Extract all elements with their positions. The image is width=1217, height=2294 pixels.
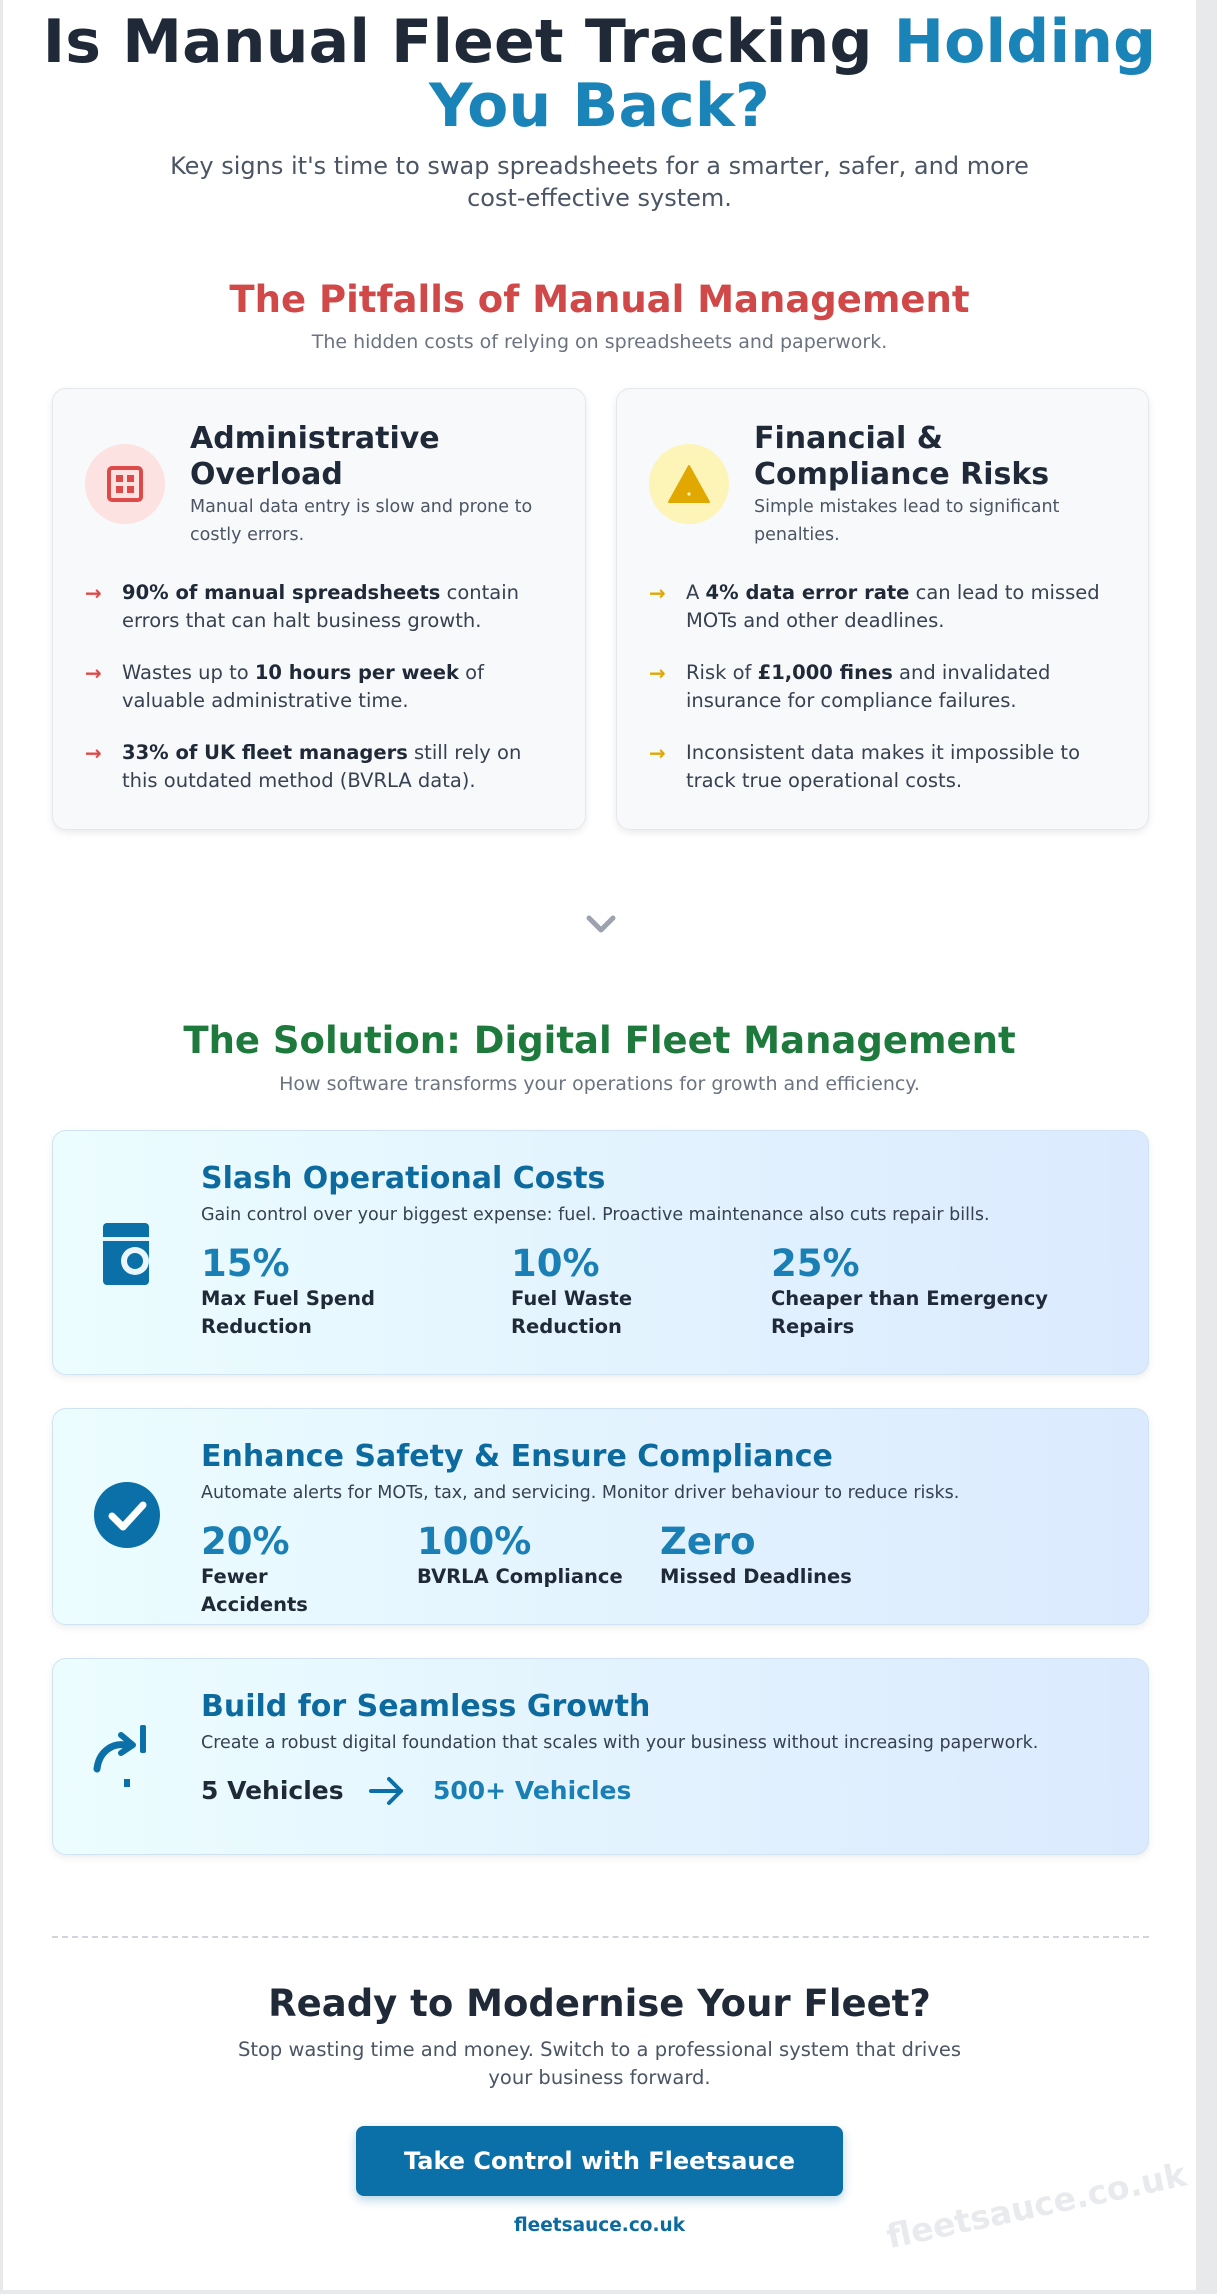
solution-card-title: Slash Operational Costs <box>201 1161 606 1196</box>
stat-label: Max Fuel Spend Reduction <box>201 1287 375 1338</box>
stat-value: 20% <box>201 1520 290 1563</box>
solution-card-title: Build for Seamless Growth <box>201 1689 651 1724</box>
list-item: → A 4% data error rate can lead to missed… <box>649 581 1100 632</box>
section-divider <box>52 1936 1149 1938</box>
list-item: → Inconsistent data makes it impossible t… <box>649 741 1081 792</box>
solution-card-safety: Enhance Safety & Ensure Compliance Autom… <box>52 1408 1149 1625</box>
hero-title: Is Manual Fleet Tracking Holding You Bac… <box>3 10 1196 138</box>
arrow-right-icon: → <box>649 661 666 685</box>
stat-label: BVRLA Compliance <box>417 1565 623 1588</box>
bullet-list: → A 4% data error rate can lead to missed… <box>649 579 1119 819</box>
bullet-list: → 90% of manual spreadsheets contain erro… <box>85 579 555 819</box>
solution-title: The Solution: Digital Fleet Management <box>183 1019 1016 1062</box>
stat-fuel-spend: 15% Max Fuel Spend Reduction <box>201 1243 441 1341</box>
stat-deadlines: Zero Missed Deadlines <box>660 1521 890 1591</box>
stat-value: 25% <box>771 1242 860 1285</box>
arrow-right-icon: → <box>85 581 102 605</box>
stat-value: 15% <box>201 1242 290 1285</box>
list-item: → Wastes up to 10 hours per week of valua… <box>85 661 484 712</box>
arrow-right-icon <box>369 1777 403 1805</box>
growth-to-label: 500+ Vehicles <box>433 1776 632 1805</box>
grid-icon <box>85 444 165 524</box>
stat-label: Fuel Waste Reduction <box>511 1287 633 1338</box>
arrow-right-icon: → <box>85 741 102 765</box>
solution-card-description: Gain control over your biggest expense: … <box>201 1205 990 1225</box>
take-control-button[interactable]: Take Control with Fleetsauce <box>356 2126 843 2196</box>
solution-card-description: Automate alerts for MOTs, tax, and servi… <box>201 1483 960 1503</box>
growth-arrow-icon <box>93 1725 146 1787</box>
card-description: Manual data entry is slow and prone to c… <box>190 497 533 545</box>
stat-label: Missed Deadlines <box>660 1565 852 1588</box>
scrollbar-track[interactable] <box>1196 0 1217 2294</box>
arrow-right-icon: → <box>649 581 666 605</box>
stat-value: 10% <box>511 1242 600 1285</box>
pitfalls-subtitle: The hidden costs of relying on spreadshe… <box>311 331 888 353</box>
infographic-page: Is Manual Fleet Tracking Holding You Bac… <box>3 0 1196 2290</box>
check-circle-icon <box>94 1482 160 1548</box>
arrow-right-icon: → <box>649 741 666 765</box>
warning-icon <box>649 444 729 524</box>
stat-accidents: 20% Fewer Accidents <box>201 1521 381 1619</box>
cta-title: Ready to Modernise Your Fleet? <box>268 1982 931 2025</box>
card-description: Simple mistakes lead to significant pena… <box>754 497 1060 545</box>
stat-repairs: 25% Cheaper than Emergency Repairs <box>771 1243 1101 1341</box>
solution-subtitle: How software transforms your operations … <box>279 1073 920 1095</box>
hero-title-accent: Holding You Back? <box>428 7 1157 141</box>
list-item: → Risk of £1,000 fines and invalidated in… <box>649 661 1051 712</box>
stat-fuel-waste: 10% Fuel Waste Reduction <box>511 1243 691 1341</box>
stat-value: 100% <box>417 1520 532 1563</box>
stat-label: Fewer Accidents <box>201 1565 308 1616</box>
list-item: → 33% of UK fleet managers still rely on … <box>85 741 522 792</box>
growth-from-label: 5 Vehicles <box>201 1776 344 1805</box>
card-title: Administrative Overload <box>190 421 440 492</box>
solution-card-growth: Build for Seamless Growth Create a robus… <box>52 1658 1149 1855</box>
website-link[interactable]: fleetsauce.co.uk <box>513 2215 686 2236</box>
hero-title-main: Is Manual Fleet Tracking <box>42 7 894 77</box>
pitfall-card-financial: Financial & Compliance Risks Simple mist… <box>616 388 1149 830</box>
stat-compliance: 100% BVRLA Compliance <box>417 1521 637 1591</box>
pitfall-card-admin: Administrative Overload Manual data entr… <box>52 388 586 830</box>
stat-value: Zero <box>660 1520 756 1563</box>
solution-card-title: Enhance Safety & Ensure Compliance <box>201 1439 833 1474</box>
hero-subtitle: Key signs it's time to swap spreadsheets… <box>170 152 1029 212</box>
stat-label: Cheaper than Emergency Repairs <box>771 1287 1049 1338</box>
pitfalls-title: The Pitfalls of Manual Management <box>229 278 970 321</box>
card-title: Financial & Compliance Risks <box>754 421 1050 492</box>
cta-subtitle: Stop wasting time and money. Switch to a… <box>237 2038 962 2089</box>
solution-card-costs: Slash Operational Costs Gain control ove… <box>52 1130 1149 1375</box>
chevron-down-icon <box>586 915 616 933</box>
solution-card-description: Create a robust digital foundation that … <box>201 1733 1039 1753</box>
arrow-right-icon: → <box>85 661 102 685</box>
list-item: → 90% of manual spreadsheets contain erro… <box>85 581 519 632</box>
fuel-pump-icon <box>103 1223 149 1285</box>
watermark-text: fleetsauce.co.uk <box>883 2154 1190 2257</box>
